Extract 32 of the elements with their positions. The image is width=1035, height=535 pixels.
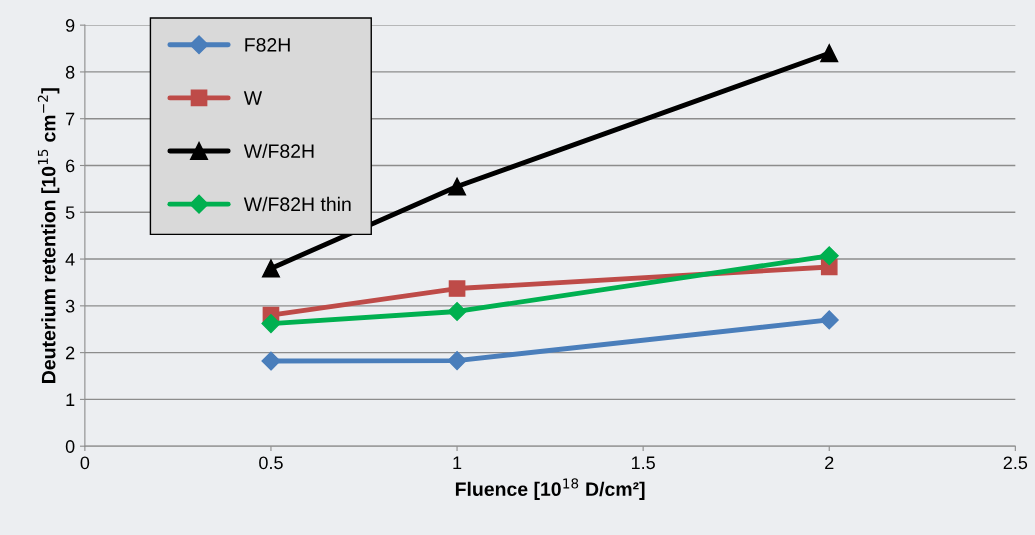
y-tick-label: 8 [65, 65, 75, 79]
point [261, 314, 281, 334]
point [448, 280, 466, 297]
legend-label: F82H [245, 37, 290, 52]
x-tick-label: 0.5 [259, 456, 283, 470]
point [819, 310, 839, 330]
x-tick-label: 0 [80, 456, 90, 470]
y-tick-label: 6 [66, 159, 75, 173]
legend-label: W/F82H thin [243, 196, 351, 212]
x-tick-label: 2.5 [1003, 456, 1028, 470]
legend-label: W/F82H [243, 143, 314, 158]
y-tick-label: 0 [65, 440, 75, 453]
point [819, 246, 839, 266]
y-tick-label: 1 [66, 393, 75, 406]
y-tick-label: 9 [65, 19, 75, 32]
y-tick-label: 4 [65, 253, 75, 266]
point [447, 301, 467, 321]
y-tick-label: 7 [66, 112, 75, 126]
x-tick-label: 1.5 [631, 456, 655, 470]
y-tick-label: 3 [65, 299, 75, 313]
x-tick-label: 2 [825, 456, 834, 469]
x-axis-title: Fluence [10$^{18}$ D/cm²] [455, 478, 645, 500]
legend-label: W [243, 91, 263, 105]
point [261, 351, 281, 371]
x-tick-label: 1 [453, 456, 462, 469]
point [261, 259, 280, 278]
y-tick-label: 5 [65, 206, 75, 219]
point [447, 351, 467, 371]
y-axis-title: Deuterium retention [10$^{15}$ cm$^{−2}$] [37, 88, 60, 383]
point [448, 177, 467, 196]
y-tick-label: 2 [66, 346, 75, 360]
point [820, 44, 839, 63]
